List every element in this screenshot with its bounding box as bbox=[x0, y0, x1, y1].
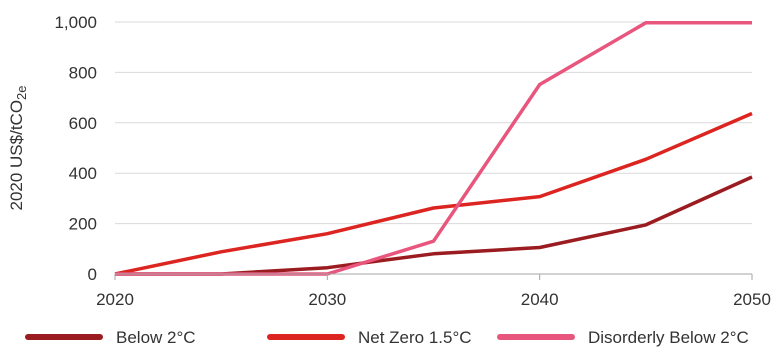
y-tick-label: 800 bbox=[69, 63, 97, 82]
y-tick-label: 600 bbox=[69, 114, 97, 133]
series-line-1 bbox=[115, 175, 753, 276]
legend-label-1: Below 2°C bbox=[116, 328, 196, 347]
series-line-2 bbox=[114, 111, 753, 276]
series-line-3 bbox=[115, 21, 752, 276]
x-tick-label: 2040 bbox=[521, 290, 559, 309]
y-axis-title-subscript: 2e bbox=[14, 85, 29, 99]
y-axis-title: 2020 US$/tCO2e bbox=[7, 85, 29, 210]
x-tick-label: 2030 bbox=[308, 290, 346, 309]
x-axis: 2020 2030 2040 2050 bbox=[96, 273, 771, 309]
y-tick-label: 400 bbox=[69, 164, 97, 183]
legend-label-2: Net Zero 1.5°C bbox=[358, 328, 472, 347]
y-tick-label: 0 bbox=[88, 265, 97, 284]
y-axis-title-main: 2020 US$/tCO bbox=[7, 100, 26, 211]
x-tick-label: 2050 bbox=[733, 290, 771, 309]
legend-label-3: Disorderly Below 2°C bbox=[588, 328, 749, 347]
x-tick-label: 2020 bbox=[96, 290, 134, 309]
y-tick-label: 1,000 bbox=[54, 13, 97, 32]
series-lines bbox=[114, 21, 753, 276]
y-tick-label: 200 bbox=[69, 215, 97, 234]
legend: Below 2°C Net Zero 1.5°C Disorderly Below … bbox=[25, 328, 749, 347]
gridlines bbox=[115, 21, 752, 225]
y-axis: 0 200 400 600 800 1,000 bbox=[54, 13, 97, 284]
